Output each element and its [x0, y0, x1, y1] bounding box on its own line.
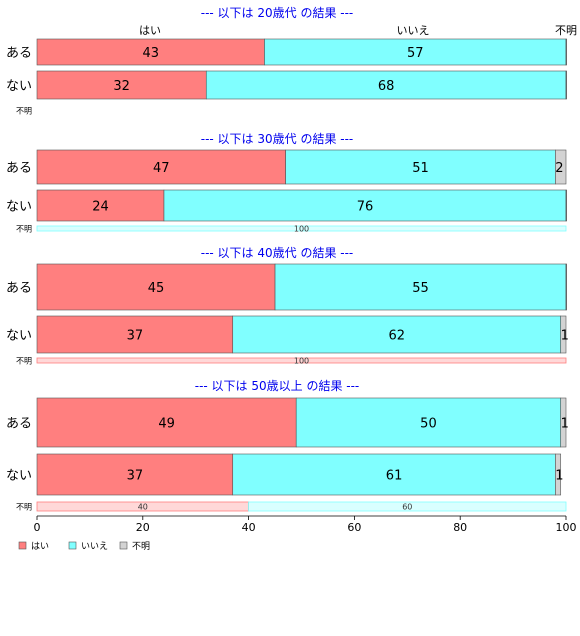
bar-segment [560, 397, 567, 448]
bar-value-label: 55 [412, 281, 429, 296]
bar-segment [36, 263, 276, 311]
unknown-bar-value-label: 40 [138, 503, 148, 512]
column-header: 不明 [555, 24, 577, 37]
unknown-row-label: 不明 [16, 357, 32, 366]
legend-swatch [18, 541, 27, 550]
panel-title: --- 以下は 50歳以上 の結果 --- [195, 379, 360, 393]
bar-segment [36, 38, 265, 66]
bar-value-label: 61 [386, 469, 403, 484]
bar-segment [205, 70, 567, 100]
bar-segment [232, 315, 562, 354]
row-label: ない [6, 79, 32, 94]
bar-value-label: 2 [555, 161, 563, 176]
bar-value-label: 43 [142, 46, 159, 61]
bar-segment [285, 149, 556, 185]
bar-segment [295, 397, 562, 448]
bar-segment [36, 189, 165, 222]
x-tick-label: 60 [347, 521, 361, 534]
row-label: ある [6, 46, 32, 61]
row-label: ない [6, 200, 32, 215]
bar-value-label: 37 [127, 329, 144, 344]
bar-segment [565, 263, 567, 311]
column-header: いいえ [397, 24, 430, 37]
bar-segment [36, 453, 234, 496]
bar-value-label: 68 [378, 79, 395, 94]
bar-value-label: 76 [357, 200, 374, 215]
legend-label: はい [31, 541, 49, 552]
bar-segment [36, 149, 286, 185]
panel-title: --- 以下は 30歳代 の結果 --- [201, 132, 354, 146]
legend-swatch [68, 541, 77, 550]
unknown-row-label: 不明 [16, 225, 32, 234]
bar-segment [36, 70, 207, 100]
bar-segment [264, 38, 567, 66]
row-label: ない [6, 329, 32, 344]
bar-value-label: 1 [561, 329, 569, 344]
row-label: ある [6, 281, 32, 296]
row-label: ない [6, 469, 32, 484]
legend-label: 不明 [132, 541, 150, 552]
legend-swatch [119, 541, 128, 550]
x-tick-label: 40 [242, 521, 256, 534]
bar-segment [555, 149, 567, 185]
bar-segment [565, 38, 567, 66]
bar-value-label: 62 [388, 329, 405, 344]
row-label: ある [6, 161, 32, 176]
x-tick-label: 20 [136, 521, 150, 534]
panel-title: --- 以下は 20歳代 の結果 --- [201, 6, 354, 20]
bar-value-label: 57 [407, 46, 424, 61]
bar-value-label: 49 [158, 417, 175, 432]
row-label: ある [6, 417, 32, 432]
bar-segment [274, 263, 567, 311]
bar-value-label: 1 [561, 417, 569, 432]
bar-value-label: 47 [153, 161, 170, 176]
unknown-bar-value-label: 100 [294, 225, 309, 234]
x-tick-label: 100 [556, 521, 577, 534]
unknown-bar-segment [248, 501, 567, 512]
bar-value-label: 24 [92, 200, 109, 215]
column-header: はい [139, 24, 161, 37]
unknown-row-label: 不明 [16, 503, 32, 512]
bar-segment [565, 189, 567, 222]
bar-value-label: 50 [420, 417, 437, 432]
unknown-bar-segment [36, 357, 567, 364]
bar-segment [565, 70, 567, 100]
bar-segment [555, 453, 562, 496]
unknown-bar-segment [36, 225, 567, 232]
bar-segment [36, 397, 297, 448]
x-tick-label: 80 [453, 521, 467, 534]
bar-value-label: 51 [412, 161, 429, 176]
panel-title: --- 以下は 40歳代 の結果 --- [201, 246, 354, 260]
bar-segment [163, 189, 567, 222]
unknown-row-label: 不明 [16, 107, 32, 116]
unknown-bar-value-label: 60 [402, 503, 412, 512]
unknown-bar-value-label: 100 [294, 357, 309, 366]
bar-segment [560, 315, 567, 354]
legend-label: いいえ [81, 541, 108, 552]
bar-segment [36, 315, 234, 354]
x-tick-label: 0 [34, 521, 41, 534]
bar-value-label: 32 [113, 79, 130, 94]
bar-value-label: 37 [127, 469, 144, 484]
bar-value-label: 45 [148, 281, 165, 296]
bar-value-label: 1 [555, 469, 563, 484]
